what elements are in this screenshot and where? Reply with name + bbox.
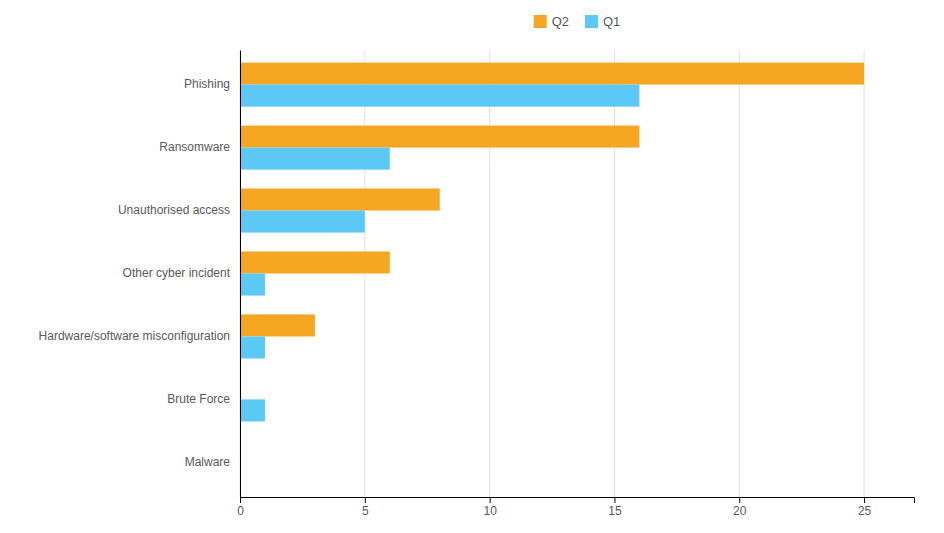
series xyxy=(240,85,639,422)
bar xyxy=(240,274,265,296)
bar xyxy=(240,336,265,358)
y-tick: Ransomware xyxy=(159,140,230,154)
legend: Q2 Q1 xyxy=(534,14,621,29)
legend-swatch xyxy=(585,15,598,28)
plot: 0 5 10 15 20 25 Phishing Ransomware Unauthorised… xyxy=(39,50,915,518)
x-tick: 0 xyxy=(237,497,244,518)
bar xyxy=(240,211,365,233)
legend-swatch xyxy=(534,15,547,28)
grid-line xyxy=(614,50,615,497)
x-tick-label: 5 xyxy=(362,504,369,518)
bar xyxy=(240,85,639,107)
grid-line xyxy=(489,50,490,497)
y-axis-line xyxy=(240,51,241,498)
x-tick-mark xyxy=(490,497,491,503)
bar xyxy=(240,251,390,273)
x-tick: 20 xyxy=(733,497,747,518)
bar xyxy=(240,399,265,421)
grid-line xyxy=(739,50,740,497)
x-tick-label: 10 xyxy=(483,504,497,518)
grid xyxy=(240,50,864,497)
x-tick-mark xyxy=(614,497,615,503)
series xyxy=(240,63,864,337)
y-tick-label: Brute Force xyxy=(167,392,230,406)
y-tick-label: Unauthorised access xyxy=(118,203,230,217)
y-axis: Phishing Ransomware Unauthorised access Oth… xyxy=(39,51,241,498)
x-tick: 10 xyxy=(483,497,497,518)
y-tick-label: Ransomware xyxy=(159,140,230,154)
x-tick-mark xyxy=(864,497,865,503)
y-tick: Brute Force xyxy=(167,392,230,406)
bars xyxy=(240,63,864,422)
legend-item: Q2 xyxy=(534,14,569,29)
x-tick: 25 xyxy=(858,497,872,518)
legend-item: Q1 xyxy=(585,14,620,29)
bar xyxy=(240,189,440,211)
grid-line xyxy=(864,50,865,497)
x-tick-mark xyxy=(365,497,366,503)
y-tick: Other cyber incident xyxy=(123,266,231,280)
x-tick-label: 25 xyxy=(858,504,872,518)
x-tick: 5 xyxy=(362,497,369,518)
y-tick-label: Hardware/software misconfiguration xyxy=(39,329,230,343)
x-tick-label: 15 xyxy=(608,504,622,518)
y-tick-label: Malware xyxy=(185,455,231,469)
legend-label: Q2 xyxy=(552,14,569,29)
bar xyxy=(240,126,639,148)
y-tick: Phishing xyxy=(184,77,230,91)
x-tick-label: 0 xyxy=(237,504,244,518)
y-tick-label: Other cyber incident xyxy=(123,266,231,280)
y-tick-label: Phishing xyxy=(184,77,230,91)
bar xyxy=(240,148,390,170)
y-tick: Unauthorised access xyxy=(118,203,230,217)
bar xyxy=(240,63,864,85)
legend-label: Q1 xyxy=(603,14,620,29)
chart: 0 5 10 15 20 25 Phishing Ransomware Unauthorised… xyxy=(0,0,944,533)
y-tick: Malware xyxy=(185,455,231,469)
x-tick-label: 20 xyxy=(733,504,747,518)
grid-line xyxy=(240,50,241,497)
x-axis-line xyxy=(241,498,915,504)
x-axis: 0 5 10 15 20 25 xyxy=(237,497,914,518)
x-tick-mark xyxy=(240,497,241,503)
x-tick: 15 xyxy=(608,497,622,518)
y-tick: Hardware/software misconfiguration xyxy=(39,329,230,343)
x-tick-mark xyxy=(739,497,740,503)
bar xyxy=(240,314,315,336)
